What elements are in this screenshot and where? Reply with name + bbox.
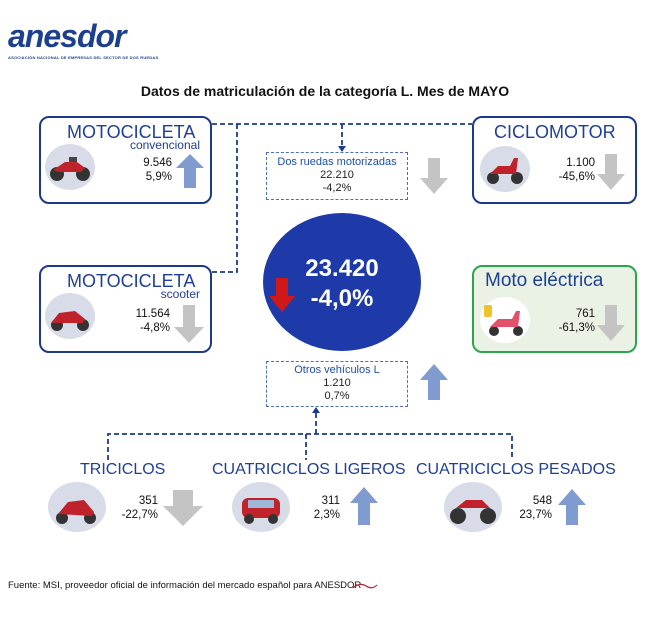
motocicleta-scooter-value: 11.564 <box>135 308 170 320</box>
arrow-up-icon <box>420 364 448 400</box>
quad-icon <box>444 482 502 532</box>
cuatriciclos-ligeros-change: 2,3% <box>313 509 340 521</box>
ciclomotor-change: -45,6% <box>558 171 595 183</box>
moto-electrica-value: 761 <box>575 308 595 320</box>
moto-electrica-card: Moto eléctrica 761 -61,3% <box>472 265 637 353</box>
ciclomotor-title: CICLOMOTOR <box>494 122 616 142</box>
total-value: 23.420 <box>305 255 379 282</box>
cuatriciclos-pesados-change: 23,7% <box>519 509 552 521</box>
page-title: Datos de matriculación de la categoría L… <box>140 83 510 99</box>
total-circle: 23.420 -4,0% <box>263 213 421 351</box>
cuatriciclos-pesados-title: CUATRICICLOS PESADOS <box>416 461 616 478</box>
motorcycle-icon <box>45 144 95 190</box>
motocicleta-convencional-card: MOTOCICLETA convencional 9.546 5,9% <box>39 116 212 204</box>
motocicleta-scooter-change: -4,8% <box>139 322 170 334</box>
dos-ruedas-change: -4,2% <box>322 182 352 194</box>
otros-value: 1.210 <box>323 377 351 389</box>
dos-ruedas-label: Dos ruedas motorizadas <box>277 156 397 168</box>
triciclos-change: -22,7% <box>121 509 158 521</box>
motocicleta-convencional-value: 9.546 <box>143 157 172 169</box>
cuatriciclos-pesados-value: 548 <box>532 495 552 507</box>
msi-logo-icon <box>352 583 378 589</box>
ciclomotor-value: 1.100 <box>566 157 595 169</box>
otros-box: Otros vehículos L 1.210 0,7% <box>266 361 408 407</box>
moto-electrica-change: -61,3% <box>558 322 595 334</box>
arrow-up-icon <box>558 489 586 525</box>
dos-ruedas-value: 22.210 <box>320 169 354 181</box>
arrow-up-icon <box>350 487 378 525</box>
anesdor-logo: anesdor <box>8 18 126 54</box>
arrow-down-icon <box>174 305 204 343</box>
arrow-down-icon <box>597 305 625 341</box>
ciclomotor-card: CICLOMOTOR 1.100 -45,6% <box>472 116 637 204</box>
source-footer: Fuente: MSI, proveedor oficial de inform… <box>8 580 362 591</box>
arrow-down-red-icon <box>269 278 295 312</box>
motocicleta-scooter-card: MOTOCICLETA scooter 11.564 -4,8% <box>39 265 212 353</box>
arrow-up-icon <box>176 154 204 188</box>
moped-icon <box>480 146 530 192</box>
moto-electrica-title: Moto eléctrica <box>485 270 604 291</box>
triciclos-value: 351 <box>138 495 158 507</box>
scooter-icon <box>45 293 95 339</box>
logo-tagline: ASOCIACIÓN NACIONAL DE EMPRESAS DEL SECT… <box>8 55 159 60</box>
light-quadricycle-icon <box>232 482 290 532</box>
cuatriciclos-ligeros-value: 311 <box>321 495 340 507</box>
motocicleta-convencional-subtitle: convencional <box>129 138 200 152</box>
arrow-down-icon <box>163 490 203 526</box>
tricycle-icon <box>48 482 106 532</box>
motocicleta-scooter-title: MOTOCICLETA <box>67 271 196 291</box>
motocicleta-convencional-change: 5,9% <box>145 171 172 183</box>
dos-ruedas-box: Dos ruedas motorizadas 22.210 -4,2% <box>266 152 408 200</box>
otros-label: Otros vehículos L <box>294 364 380 376</box>
otros-change: 0,7% <box>324 390 350 402</box>
total-change: -4,0% <box>310 285 374 312</box>
electric-scooter-icon <box>480 297 530 343</box>
arrow-down-icon <box>420 158 448 194</box>
cuatriciclos-ligeros-title: CUATRICICLOS LIGEROS <box>212 461 406 478</box>
triciclos-title: TRICICLOS <box>80 461 166 478</box>
motocicleta-scooter-subtitle: scooter <box>160 287 200 301</box>
motocicleta-convencional-title: MOTOCICLETA <box>67 122 196 142</box>
arrow-down-icon <box>597 154 625 190</box>
